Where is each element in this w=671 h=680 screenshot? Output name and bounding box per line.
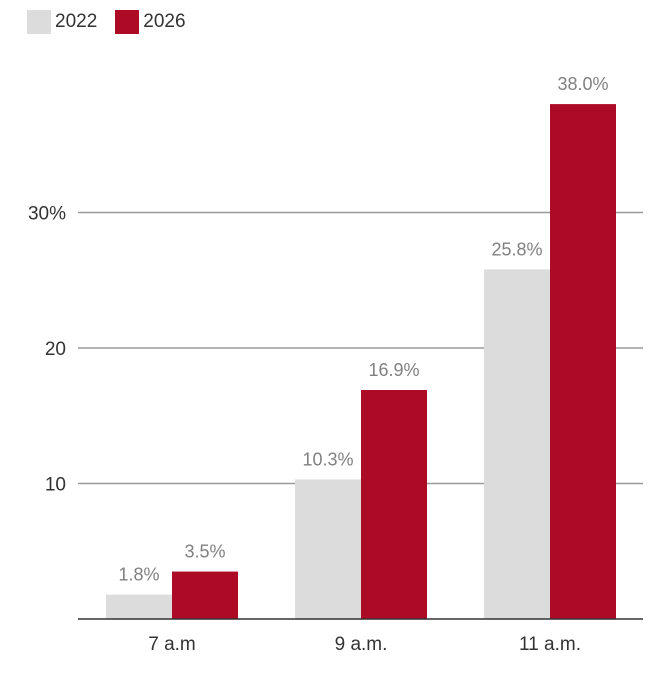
data-label-2022-2: 10.3% — [302, 449, 353, 469]
data-label-2022-3: 25.8% — [491, 239, 542, 259]
bar-2026-2 — [361, 390, 427, 619]
bar-2022-2 — [295, 479, 361, 619]
bar-2022-1 — [106, 594, 172, 619]
bar-2026-3 — [550, 104, 616, 620]
x-tick-label-1: 7 a.m — [148, 634, 196, 655]
bar-2026-1 — [172, 571, 238, 619]
data-label-2026-3: 38.0% — [557, 74, 608, 94]
x-tick-label-3: 11 a.m. — [519, 634, 581, 655]
data-label-2022-1: 1.8% — [118, 565, 159, 585]
data-label-2026-1: 3.5% — [184, 542, 225, 562]
legend-swatch-2026 — [115, 10, 140, 34]
y-tick-label-10: 10 — [45, 475, 66, 496]
data-label-2026-2: 16.9% — [368, 360, 419, 380]
x-tick-label-2: 9 a.m. — [335, 634, 388, 655]
legend-swatch-2022 — [27, 10, 51, 34]
legend-item-2026: 2026 — [115, 10, 186, 34]
legend-label-2022: 2022 — [55, 11, 98, 32]
legend-item-2022: 2022 — [27, 10, 97, 34]
legend-label-2026: 2026 — [143, 11, 186, 32]
chart-legend: 2022 2026 — [27, 10, 204, 34]
y-tick-label-30: 30% — [28, 204, 66, 225]
bar-2022-3 — [484, 269, 550, 619]
y-tick-label-20: 20 — [45, 339, 66, 360]
